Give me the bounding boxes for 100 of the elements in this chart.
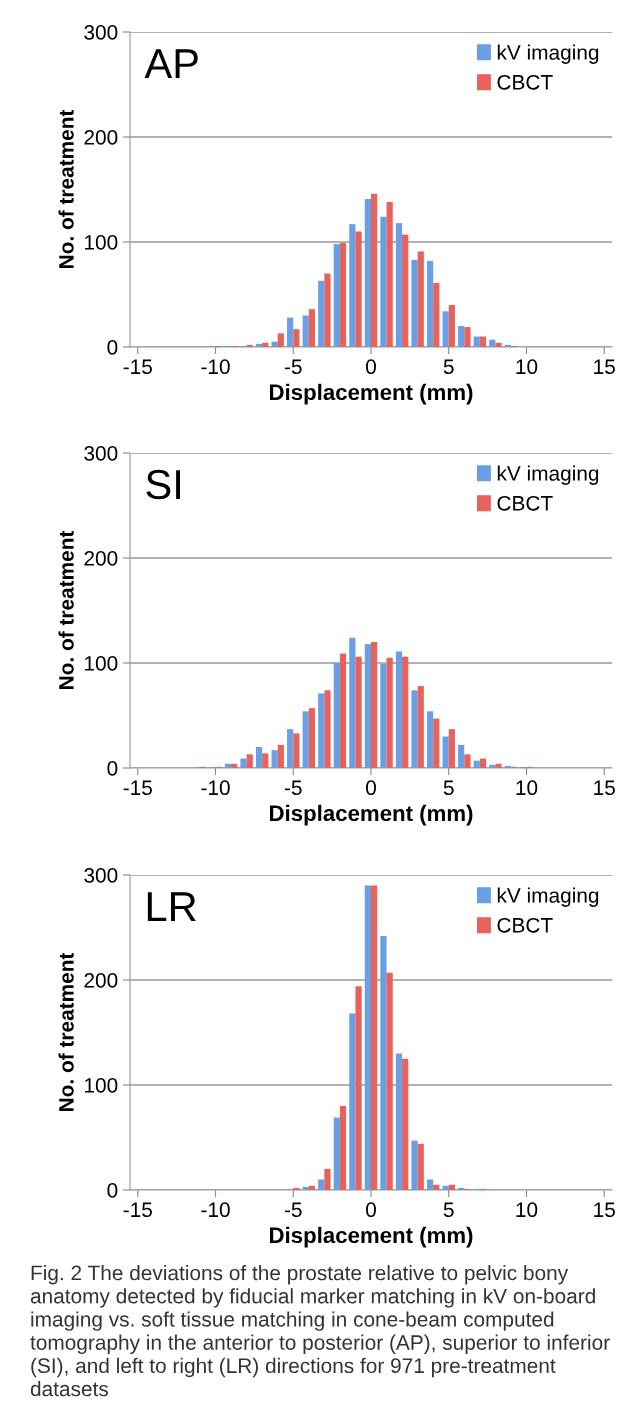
bar (417, 251, 424, 347)
bar (364, 885, 371, 1190)
bar (411, 1140, 418, 1190)
bar (433, 718, 440, 768)
bar (287, 729, 294, 768)
bar (495, 763, 502, 768)
x-tick-label: 5 (443, 359, 454, 375)
y-tick-label: 300 (84, 868, 118, 883)
bar (318, 693, 325, 768)
bar (308, 708, 316, 768)
bar (479, 336, 487, 347)
bar (380, 935, 387, 1190)
bar (417, 686, 424, 768)
x-tick-label: -5 (284, 1202, 302, 1218)
bar (277, 333, 284, 347)
bar (349, 1013, 356, 1190)
bar (489, 764, 496, 768)
bar (386, 657, 393, 768)
chart-title: LR (147, 892, 196, 921)
x-tick-label: -10 (201, 1202, 230, 1218)
bar (371, 885, 378, 1190)
x-axis-title: Displacement (mm) (269, 383, 473, 405)
bar (224, 763, 232, 768)
legend-label: CBCT (497, 74, 553, 90)
bar (417, 1143, 424, 1190)
bar (324, 1169, 331, 1190)
bar (271, 750, 278, 768)
bar (355, 986, 362, 1190)
x-tick-label: 0 (366, 780, 376, 796)
bar (411, 259, 418, 347)
x-tick-label: -10 (201, 780, 230, 796)
legend-label: kV imaging (497, 44, 599, 64)
bar (349, 224, 356, 347)
y-tick-label: 300 (84, 446, 118, 461)
bar (339, 1106, 347, 1190)
bar (333, 244, 340, 347)
bar (395, 651, 403, 768)
y-tick-label: 200 (84, 130, 118, 145)
x-tick-label: 0 (366, 1202, 376, 1218)
bar (402, 1058, 409, 1190)
y-tick-label: 100 (85, 656, 118, 671)
bar (308, 309, 316, 347)
x-tick-label: 15 (594, 1202, 615, 1218)
bar (448, 305, 455, 347)
bar (287, 317, 294, 347)
bar (426, 260, 434, 347)
bar (364, 198, 371, 347)
x-tick-label: 10 (516, 780, 538, 796)
bar (371, 193, 378, 347)
x-tick-label: -15 (123, 780, 152, 796)
bar (355, 656, 362, 768)
bar (364, 644, 371, 768)
bar (271, 341, 278, 347)
bar (464, 754, 471, 768)
bar (402, 234, 409, 347)
bar (395, 1053, 403, 1190)
bar (262, 753, 269, 768)
x-tick-label: 10 (516, 359, 538, 375)
bar (448, 729, 455, 768)
x-tick-label: 10 (516, 1202, 538, 1218)
bar (458, 1187, 465, 1190)
bar (293, 733, 300, 768)
bar (402, 656, 409, 768)
x-axis-title: Displacement (mm) (269, 1226, 473, 1248)
bar (426, 1179, 434, 1190)
bar (448, 1184, 455, 1190)
bar (426, 711, 434, 768)
bar (302, 711, 309, 768)
y-tick-label: 200 (84, 551, 118, 566)
bar (318, 280, 325, 347)
bar (333, 1117, 340, 1190)
bar (333, 663, 340, 768)
y-tick-label: 300 (84, 25, 118, 40)
bar (433, 1184, 440, 1190)
bar (302, 315, 309, 347)
chart-title: AP (144, 49, 198, 78)
bar (293, 1187, 300, 1190)
bar (442, 1185, 449, 1190)
bar (458, 744, 465, 768)
bar (473, 760, 480, 768)
caption: Fig. 2 The deviations of the prostate relative to pelvic bony anatomy detected by fiducial marker matching in kV on-board imaging vs. soft tissue matching in cone-beam computed tomography in the anterior to posterior (AP), superior to inferior (SI), and left to right (LR) directions for 971 pre-treatment datasets (30, 1265, 610, 1397)
legend-label: kV imaging (497, 887, 599, 907)
bar (355, 231, 362, 347)
bar (386, 972, 393, 1190)
y-axis-title: No. of treatment (58, 952, 74, 1111)
bar (395, 223, 403, 347)
bar (339, 243, 347, 347)
bar (458, 326, 465, 347)
bar (504, 344, 511, 347)
bar (293, 329, 300, 347)
bar (308, 1185, 316, 1190)
y-axis-title: No. of treatment (58, 530, 74, 689)
bar (386, 202, 393, 347)
y-tick-label: 0 (107, 1183, 118, 1198)
y-tick-label: 100 (85, 1078, 118, 1093)
bar (324, 273, 331, 347)
x-tick-label: -15 (123, 359, 152, 375)
chart-title: SI (146, 469, 180, 500)
bar (255, 343, 263, 347)
bar (246, 754, 253, 768)
